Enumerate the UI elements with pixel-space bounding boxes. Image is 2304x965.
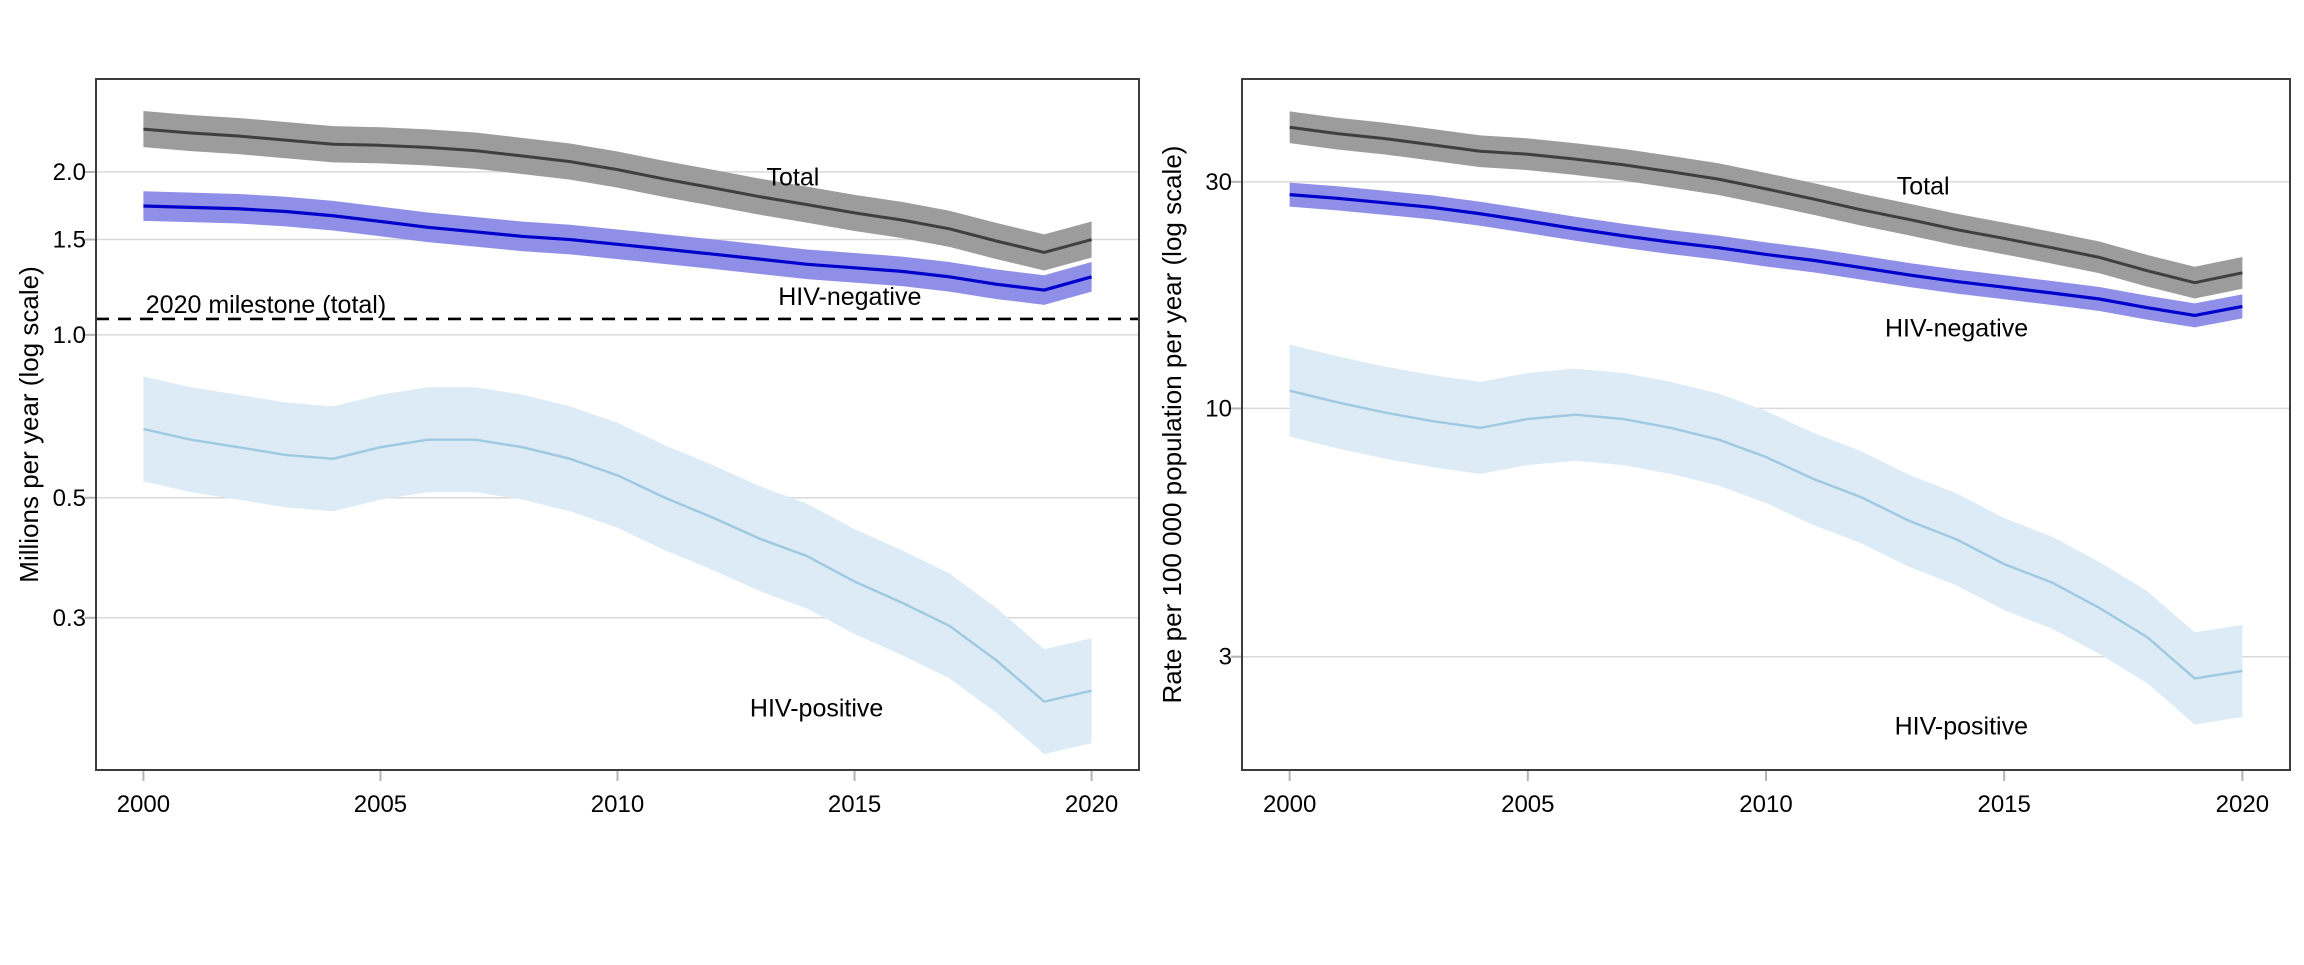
x-tick-label: 2015 xyxy=(828,791,881,818)
x-tick-label: 2020 xyxy=(1065,791,1118,818)
x-tick-label: 2010 xyxy=(1739,791,1792,818)
y-tick-label: 1.5 xyxy=(53,227,86,254)
total-line xyxy=(143,127,1092,254)
hiv-negative-line xyxy=(143,204,1093,292)
hiv-positive-line xyxy=(143,427,1092,703)
total-line xyxy=(1289,125,2243,285)
x-tick-label: 2005 xyxy=(1501,791,1554,818)
y-tick-label: 0.5 xyxy=(53,485,86,512)
y-tick-label: 30 xyxy=(1205,169,1232,196)
annotation-hiv-positive: HIV-positive xyxy=(750,694,883,722)
y-tick-label: 2.0 xyxy=(53,159,86,186)
y-tick-label: 1.0 xyxy=(53,322,86,349)
plot-border xyxy=(1241,78,2291,771)
y-axis-title: Millions per year (log scale) xyxy=(14,266,44,582)
annotation-hiv-negative: HIV-negative xyxy=(1885,315,2028,343)
annotation-hiv-positive: HIV-positive xyxy=(1895,712,2028,740)
plot-border xyxy=(95,78,1140,771)
x-tick-label: 2010 xyxy=(591,791,644,818)
annotation-2020-milestone-total-: 2020 milestone (total) xyxy=(146,291,386,319)
x-tick-label: 2015 xyxy=(1977,791,2030,818)
total-confidence-band xyxy=(1289,111,2243,299)
hiv-negative-line xyxy=(1289,193,2243,317)
annotation-total: Total xyxy=(1897,172,1950,200)
annotation-total: Total xyxy=(767,164,820,192)
annotation-hiv-negative: HIV-negative xyxy=(778,283,921,311)
y-tick-label: 0.3 xyxy=(53,605,86,632)
hiv-positive-confidence-band xyxy=(143,376,1092,755)
x-tick-label: 2000 xyxy=(1263,791,1316,818)
total-confidence-band xyxy=(143,110,1092,271)
x-tick-label: 2020 xyxy=(2216,791,2269,818)
y-tick-label: 3 xyxy=(1219,644,1232,671)
y-tick-label: 10 xyxy=(1205,395,1232,422)
x-tick-label: 2005 xyxy=(354,791,407,818)
hiv-positive-confidence-band xyxy=(1289,344,2243,725)
y-axis-title: Rate per 100 000 population per year (lo… xyxy=(1157,146,1187,704)
hiv-positive-line xyxy=(1289,389,2243,680)
x-tick-label: 2000 xyxy=(117,791,170,818)
hiv-negative-confidence-band xyxy=(143,191,1092,305)
